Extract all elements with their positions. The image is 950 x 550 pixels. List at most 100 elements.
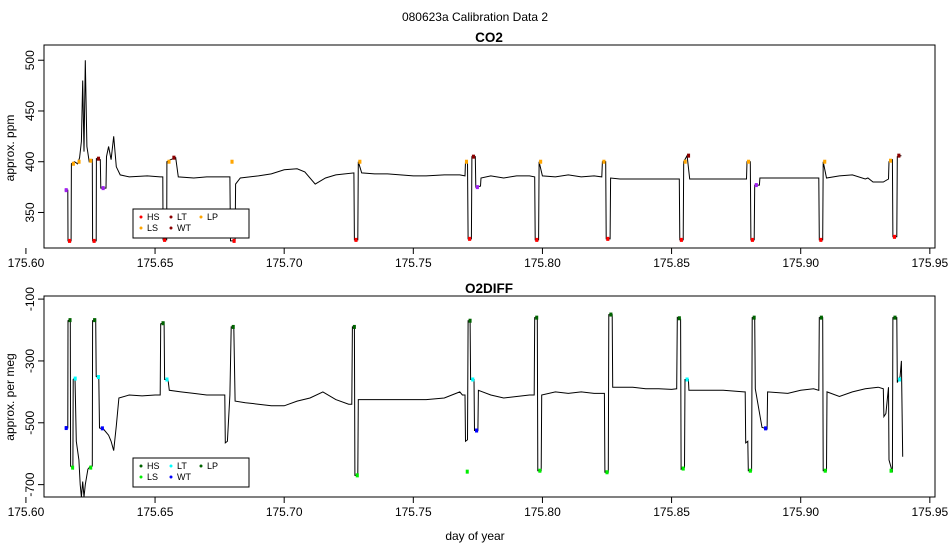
o2diff-x-tick-label: 175.90 [782,505,819,519]
co2-x-tick-label: 175.95 [911,256,948,270]
co2-calibration-marker [897,153,901,158]
co2-calibration-marker [230,159,234,164]
co2-y-tick-label: 450 [23,101,37,121]
co2-calibration-marker [468,236,472,241]
o2diff-calibration-marker [71,465,75,470]
co2-calibration-marker [163,237,167,242]
co2-calibration-marker [602,159,606,164]
co2-calibration-marker [71,161,75,166]
co2-calibration-marker [539,159,543,164]
co2-legend-label: HS [147,212,160,222]
co2-calibration-marker [819,237,823,242]
co2-calibration-marker [354,237,358,242]
o2diff-calibration-marker [898,377,902,382]
co2-legend-label: LS [147,223,158,233]
o2diff-y-tick-label: -700 [23,472,37,496]
o2diff-y-tick-label: -100 [23,287,37,311]
co2-calibration-marker [68,238,72,243]
o2diff-calibration-marker [468,318,472,323]
co2-plot-area [64,60,902,243]
o2diff-calibration-marker [100,426,104,431]
o2diff-y-tick-label: -300 [23,349,37,373]
co2-legend-swatch [139,215,143,219]
o2diff-legend-label: HS [147,461,160,471]
o2diff-legend-swatch [199,464,203,468]
co2-plot-frame [43,44,936,249]
co2-calibration-marker [358,159,362,164]
o2diff-y-axis-label: approx. per meg [3,353,17,440]
o2diff-calibration-marker [165,377,169,382]
co2-calibration-marker [892,234,897,239]
co2-calibration-marker [750,237,754,242]
o2diff-calibration-marker [748,468,752,473]
co2-y-tick-label: 350 [23,202,37,222]
co2-calibration-marker [889,158,893,163]
o2diff-legend-swatch [169,475,173,479]
o2diff-legend-swatch [169,464,173,468]
o2diff-calibration-marker [465,469,469,474]
co2-legend-swatch [139,226,143,230]
co2-calibration-marker [89,158,93,163]
co2-calibration-marker [92,238,96,243]
o2diff-calibration-marker [681,466,685,471]
o2diff-plot-area [64,312,904,497]
co2-legend-box [132,208,250,239]
o2diff-calibration-marker [475,428,479,433]
o2diff-plot-frame [43,295,936,498]
o2diff-panel: O2DIFF approx. per meg 175.60 175.65 175.7… [3,281,949,519]
co2-legend-label: WT [177,223,191,233]
o2diff-calibration-marker [538,468,542,473]
co2-x-tick-label: 175.80 [524,256,561,270]
o2diff-calibration-marker [93,318,97,323]
co2-calibration-marker [535,237,539,242]
co2-calibration-marker [471,154,476,159]
o2diff-calibration-marker [889,468,893,473]
o2diff-calibration-marker [352,324,356,329]
o2diff-calibration-marker [823,468,827,473]
o2diff-legend-swatch [139,475,143,479]
o2diff-x-tick-label: 175.80 [524,505,561,519]
co2-legend-swatch [199,215,203,219]
co2-calibration-marker [64,188,68,193]
co2-calibration-marker [683,159,687,164]
o2diff-calibration-marker [161,321,165,326]
o2diff-legend-label: LS [147,472,158,482]
co2-calibration-marker [101,186,105,191]
co2-calibration-marker [232,238,236,243]
o2diff-calibration-marker [64,426,68,431]
co2-legend-label: LP [207,212,218,222]
co2-x-tick-label: 175.90 [782,256,819,270]
x-axis-label: day of year [445,529,504,543]
o2diff-calibration-marker [764,426,768,431]
co2-calibration-marker [754,183,758,188]
o2diff-calibration-marker [355,473,359,478]
o2diff-calibration-marker [685,377,689,382]
co2-calibration-marker [687,153,691,158]
co2-y-tick-label: 400 [23,151,37,171]
o2diff-x-tick-label: 175.65 [137,505,174,519]
o2diff-legend-label: WT [177,472,191,482]
o2diff-calibration-marker [471,377,475,382]
o2diff-legend-box [132,457,250,488]
co2-y-axis-label: approx. ppm [3,115,17,182]
o2diff-legend-swatch [139,464,143,468]
co2-calibration-marker [167,159,171,164]
co2-legend-swatch [169,226,173,230]
co2-calibration-marker [746,159,751,164]
o2diff-calibration-marker [68,318,72,323]
o2diff-calibration-marker [73,376,77,381]
o2diff-legend-label: LT [177,461,187,471]
co2-x-tick-label: 175.70 [266,256,303,270]
o2diff-legend-label: LP [207,461,218,471]
o2diff-x-tick-label: 175.75 [395,505,432,519]
co2-x-tick-label: 175.75 [395,256,432,270]
o2diff-x-tick-label: 175.85 [653,505,690,519]
co2-x-tick-label: 175.65 [137,256,174,270]
co2-calibration-marker [172,155,176,160]
o2diff-calibration-marker [535,315,539,320]
co2-calibration-marker [606,236,610,241]
o2diff-y-tick-label: -500 [23,410,37,434]
